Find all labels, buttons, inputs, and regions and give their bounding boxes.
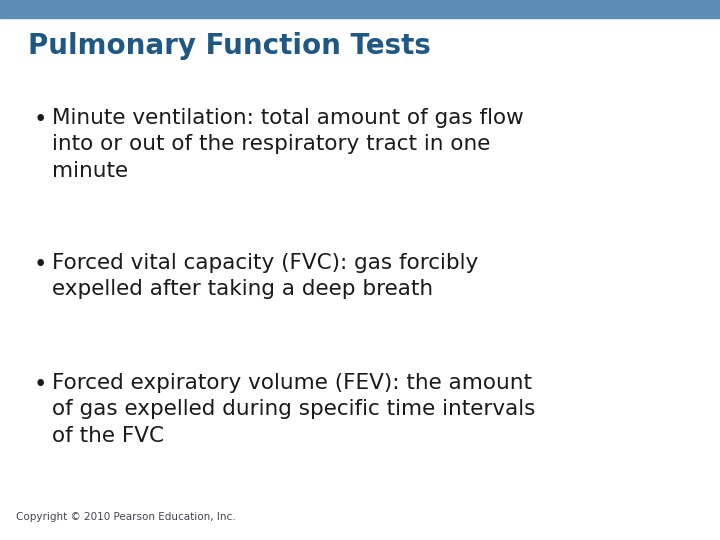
Text: Copyright © 2010 Pearson Education, Inc.: Copyright © 2010 Pearson Education, Inc.	[16, 512, 235, 522]
Text: •: •	[34, 373, 48, 396]
Text: Minute ventilation: total amount of gas flow
into or out of the respiratory trac: Minute ventilation: total amount of gas …	[52, 108, 523, 181]
Text: Forced expiratory volume (FEV): the amount
of gas expelled during specific time : Forced expiratory volume (FEV): the amou…	[52, 373, 536, 446]
Text: Pulmonary Function Tests: Pulmonary Function Tests	[28, 32, 431, 60]
Text: •: •	[34, 253, 48, 276]
Text: Forced vital capacity (FVC): gas forcibly
expelled after taking a deep breath: Forced vital capacity (FVC): gas forcibl…	[52, 253, 478, 299]
Text: •: •	[34, 108, 48, 131]
Bar	[0, 0, 720, 18]
